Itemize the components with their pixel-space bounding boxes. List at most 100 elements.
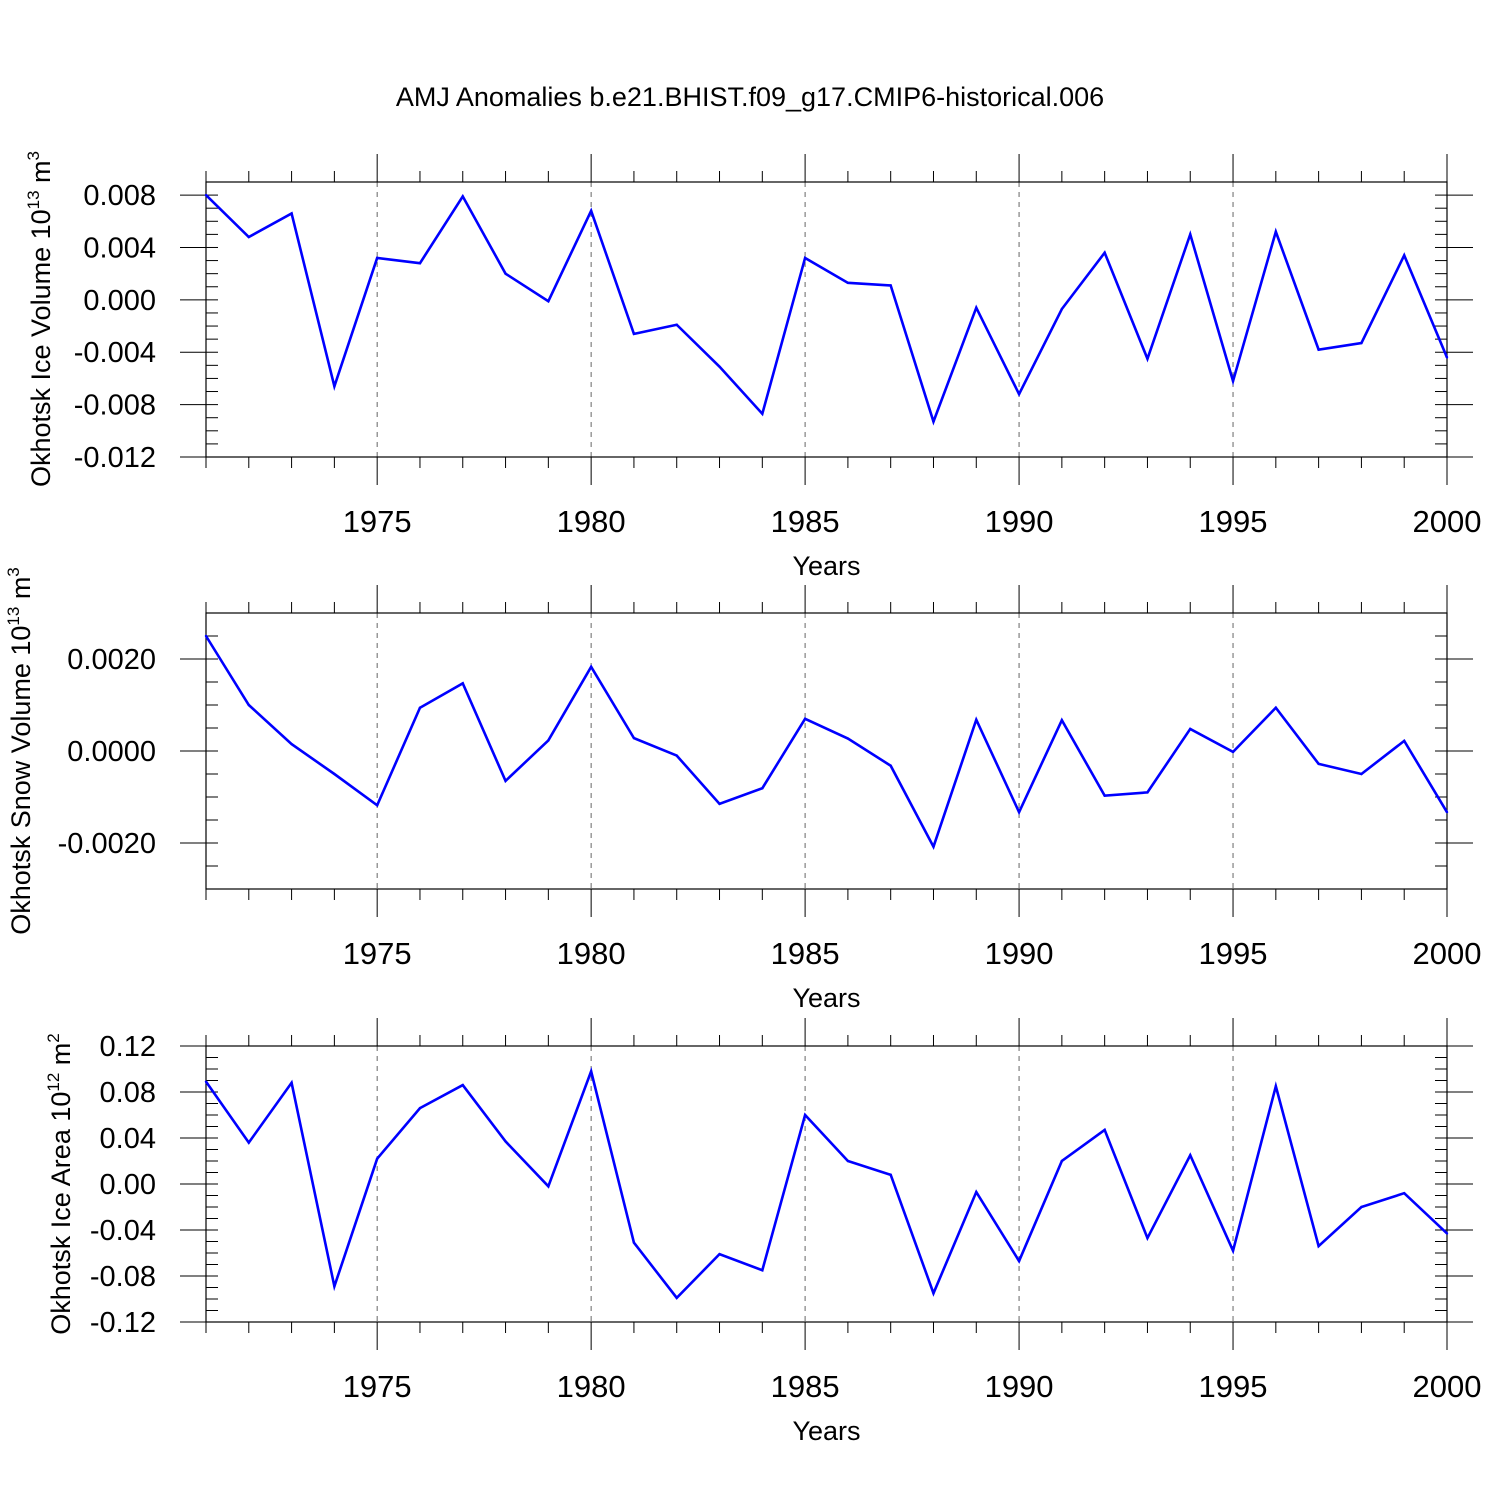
y-axis-label: Okhotsk Ice Area 1012 m2	[44, 1033, 76, 1335]
x-tick-label: 1975	[343, 504, 412, 539]
chart-panel-1: -0.012 -0.008 -0.004 0.000 0.004 0.008 1975 198…	[24, 151, 1481, 581]
y-axis-label: Okhotsk Snow Volume 1013 m3	[4, 567, 36, 935]
data-point	[761, 412, 764, 415]
data-point	[803, 1113, 807, 1117]
data-point	[1231, 379, 1235, 383]
data-point	[589, 209, 593, 213]
x-tick-label: 1990	[985, 1369, 1054, 1404]
x-tick-label: 1995	[1199, 504, 1268, 539]
data-point	[290, 212, 293, 215]
y-tick-label: 0.04	[100, 1123, 156, 1155]
data-point	[504, 1140, 507, 1143]
data-point	[1103, 1128, 1106, 1132]
y-axis-label-text: Okhotsk Snow Volume 10	[6, 626, 36, 935]
y-tick-label: 0.008	[83, 180, 156, 212]
plot-frame	[205, 1045, 1448, 1323]
y-tick-label: 0.0020	[67, 644, 156, 676]
data-point	[761, 787, 764, 790]
data-point	[1189, 1154, 1192, 1157]
x-tick-label: 1985	[771, 1369, 840, 1404]
data-point	[290, 742, 293, 746]
data-point	[1060, 307, 1064, 311]
data-point	[204, 1080, 208, 1083]
x-tick-label: 2000	[1413, 1369, 1482, 1404]
data-point	[1317, 1244, 1320, 1248]
data-point	[761, 1269, 764, 1272]
y-tick-label: 0.0000	[67, 736, 156, 768]
data-point	[290, 1081, 293, 1085]
data-point	[333, 1285, 336, 1288]
data-point	[1231, 750, 1235, 754]
data-point	[375, 256, 379, 260]
x-tick-label: 1990	[985, 504, 1054, 539]
data-point	[1360, 341, 1363, 345]
y-axis-label-superscript: 12	[44, 1073, 63, 1092]
x-tick-label: 1975	[343, 1369, 412, 1404]
data-point	[675, 323, 678, 326]
data-point	[1274, 1085, 1278, 1088]
data-point	[975, 306, 978, 309]
y-axis-label-text: Okhotsk Ice Area 10	[46, 1092, 76, 1335]
data-point	[547, 299, 550, 303]
data-point	[418, 261, 422, 265]
data-point	[461, 1083, 464, 1087]
y-tick-label: -0.008	[74, 390, 156, 422]
data-point	[204, 193, 208, 197]
y-axis-label-text: Okhotsk Ice Volume 10	[26, 209, 56, 487]
data-point	[247, 703, 250, 707]
data-point	[632, 332, 636, 336]
y-tick-label: -0.012	[74, 442, 156, 474]
data-point	[247, 235, 250, 239]
data-point	[1060, 718, 1064, 722]
data-point	[932, 845, 935, 848]
y-axis-label-superscript: 3	[4, 567, 23, 576]
series-line	[204, 635, 1449, 850]
data-point	[1146, 1236, 1149, 1240]
data-point	[1060, 1159, 1064, 1163]
x-tick-label: 1975	[343, 936, 412, 971]
data-point	[932, 1292, 935, 1295]
x-tick-label: 2000	[1413, 504, 1482, 539]
data-point	[889, 764, 892, 767]
data-point	[1146, 791, 1149, 794]
figure-title: AMJ Anomalies b.e21.BHIST.f09_g17.CMIP6-…	[396, 82, 1104, 112]
y-tick-label: 0.12	[100, 1031, 156, 1063]
data-point	[1445, 356, 1449, 359]
data-point	[504, 779, 507, 783]
data-point	[1189, 233, 1192, 236]
data-point	[1017, 392, 1021, 396]
y-tick-label: -0.0020	[58, 828, 156, 860]
data-point	[375, 1157, 379, 1160]
data-point	[504, 272, 507, 275]
data-point	[418, 1106, 422, 1110]
data-point	[1274, 230, 1278, 233]
chart-panel-2: -0.0020 0.0000 0.0020 1975 1980 1985 1990 1995 2…	[4, 567, 1481, 1013]
data-point	[375, 804, 379, 807]
data-point	[1403, 254, 1406, 257]
data-point	[632, 736, 636, 740]
x-tick-label: 1985	[771, 936, 840, 971]
y-tick-label: 0.00	[100, 1169, 156, 1201]
data-point	[461, 682, 464, 685]
x-tick-label: 1985	[771, 504, 840, 539]
x-tick-label: 1995	[1199, 936, 1268, 971]
y-tick-label: 0.004	[83, 232, 156, 264]
y-tick-label: -0.04	[90, 1215, 156, 1247]
x-axis-label: Years	[792, 983, 860, 1013]
data-point	[1189, 727, 1192, 731]
y-tick-label: -0.08	[90, 1261, 156, 1293]
data-point	[889, 1173, 892, 1177]
data-point	[461, 195, 464, 198]
x-tick-label: 1990	[985, 936, 1054, 971]
y-axis-label-superscript: 13	[4, 607, 23, 626]
data-point	[1360, 1205, 1363, 1209]
data-point	[418, 706, 422, 709]
data-point	[675, 1296, 678, 1300]
data-point	[1103, 794, 1106, 797]
data-point	[1274, 706, 1278, 709]
data-point	[333, 772, 336, 776]
data-point	[1317, 348, 1320, 351]
y-axis-label-superscript: 2	[44, 1033, 63, 1042]
